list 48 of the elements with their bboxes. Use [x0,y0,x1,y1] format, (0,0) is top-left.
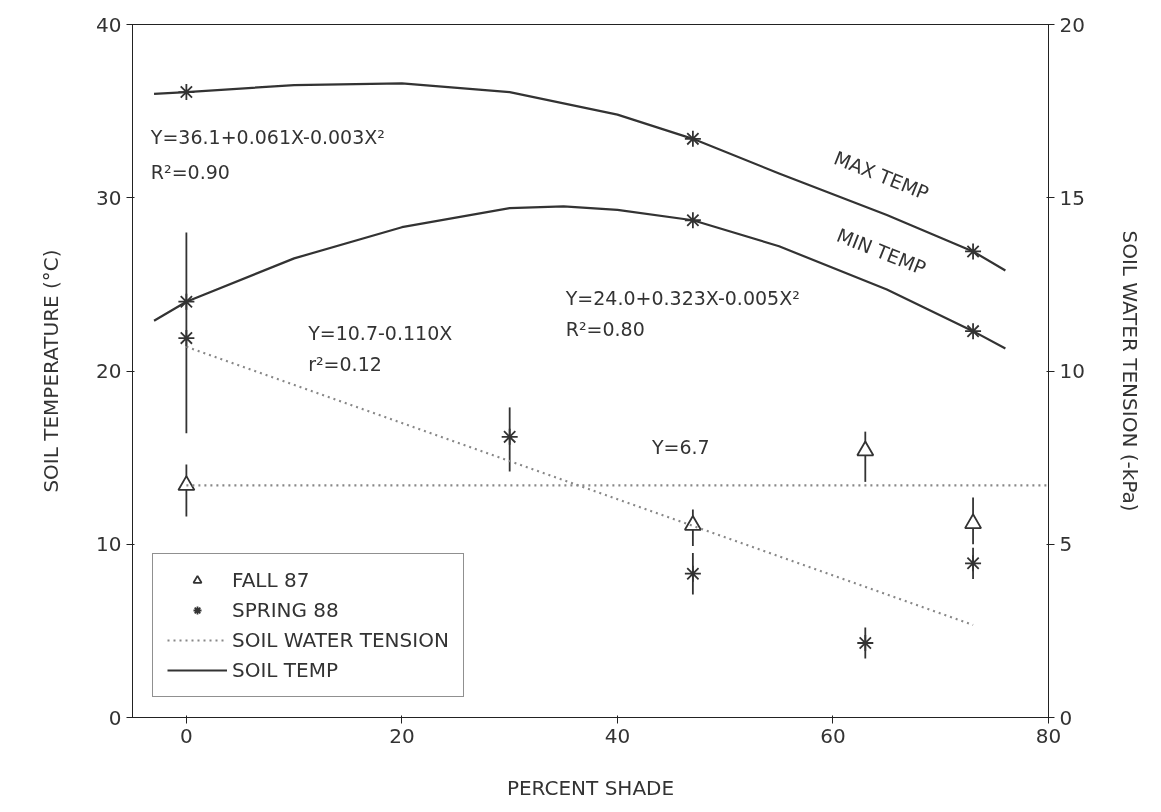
x-tick-label: 0 [180,723,193,748]
y-tick-label: 10 [96,532,122,557]
point [683,211,702,230]
y-axis-title: SOIL TEMPERATURE (°C) [39,249,64,493]
point [500,427,519,446]
point [964,513,982,529]
point [683,515,702,531]
annotation: R²=0.90 [150,160,230,183]
line-series [152,82,1007,272]
legend-label: FALL 87 [232,568,310,592]
legend-label: SOIL TEMP [232,658,339,682]
point [964,554,982,573]
point [177,475,196,491]
point [964,242,982,261]
point [856,440,875,457]
legend-label: SPRING 88 [232,598,339,622]
y2-axis-title: SOIL WATER TENSION (-kPa) [1117,230,1142,512]
y2-tick-label: 15 [1059,185,1085,210]
point [177,83,196,101]
point [683,129,702,148]
x-tick-label: 20 [389,723,415,748]
point [177,329,196,347]
y-tick-label: 30 [96,185,122,210]
y2-tick-label: 20 [1059,12,1085,37]
point [964,322,982,341]
x-axis-title: PERCENT SHADE [506,775,675,800]
y2-tick-label: 10 [1059,359,1085,383]
point [683,564,702,583]
y2-tick-label: 5 [1059,532,1073,557]
annotation: MAX TEMP [830,146,932,204]
line-series [152,205,1007,350]
legend-label: SOIL WATER TENSION [232,628,449,652]
x-tick-label: 60 [820,723,846,748]
annotation: Y=36.1+0.061X-0.003X² [149,126,385,149]
y2-tick-label: 0 [1059,705,1073,730]
point [856,634,875,652]
annotation: R²=0.80 [565,318,645,341]
y-tick-label: 20 [96,359,122,383]
annotation: MIN TEMP [833,223,930,280]
y-tick-label: 40 [96,12,122,37]
annotation: Y=24.0+0.323X-0.005X² [564,287,800,310]
y-tick-label: 0 [108,705,122,730]
point [177,292,196,311]
x-tick-label: 40 [604,723,631,748]
x-tick-label: 80 [1035,723,1062,748]
annotation: r²=0.12 [308,353,382,376]
annotation: Y=6.7 [650,436,710,459]
annotation: Y=10.7-0.110X [307,321,453,344]
